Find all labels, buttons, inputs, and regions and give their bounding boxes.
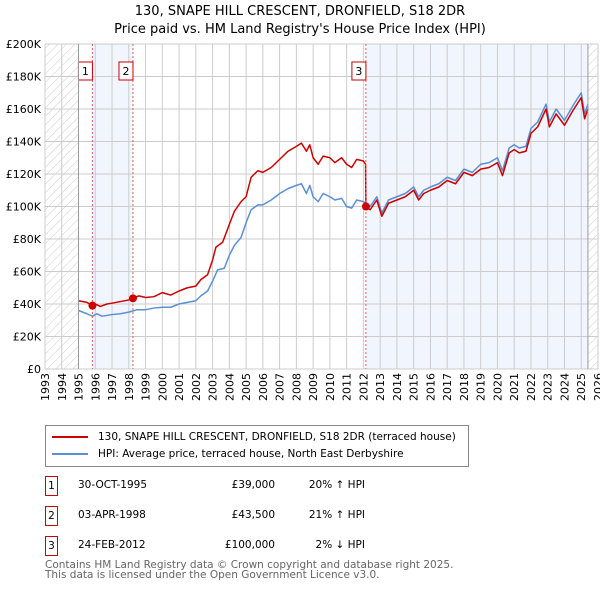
subtitle: Price paid vs. HM Land Registry's House … [114,22,486,37]
x-tick-label: 1995 [73,373,86,401]
y-tick-label: £140K [6,136,42,149]
sale-date: 24-FEB-2012 [78,539,146,551]
y-tick-label: £0 [27,363,41,376]
x-tick-label: 2002 [190,373,203,401]
x-tick-label: 1998 [123,373,136,401]
x-tick-label: 2018 [458,373,471,401]
x-tick-label: 1994 [56,373,69,401]
x-tick-label: 2006 [257,373,270,401]
x-tick-label: 1996 [89,373,102,401]
sale-price: £43,500 [231,509,275,521]
x-tick-label: 2008 [290,373,303,401]
sale-point [128,294,137,303]
x-tick-label: 2023 [542,373,555,401]
y-tick-label: £20K [13,331,42,344]
sale-label: 2 [122,65,129,78]
legend-label: HPI: Average price, terraced house, Nort… [98,448,404,460]
x-tick-label: 2015 [408,373,421,401]
y-tick-label: £160K [6,103,42,116]
x-tick-label: 2013 [374,373,387,401]
sale-date: 30-OCT-1995 [78,479,147,491]
sale-label: 3 [355,65,362,78]
sale-marker: 3 [45,536,58,556]
x-tick-label: 2022 [525,373,538,401]
sale-price: £100,000 [224,539,275,551]
x-tick-label: 2003 [207,373,220,401]
footer-copyright: Contains HM Land Registry data © Crown c… [45,559,454,571]
sale-price: £39,000 [231,479,275,491]
y-tick-label: £40K [13,298,42,311]
x-tick-label: 1999 [140,373,153,401]
x-tick-label: 2000 [156,373,169,401]
legend-swatch-red [52,436,88,438]
y-tick-label: £100K [6,201,42,214]
legend-swatch-blue [52,453,88,455]
x-tick-label: 1997 [106,373,119,401]
x-tick-label: 2007 [274,373,287,401]
x-tick-label: 2009 [307,373,320,401]
x-tick-label: 2020 [491,373,504,401]
chart-title: 130, SNAPE HILL CRESCENT, DRONFIELD, S18… [0,3,600,39]
x-tick-label: 2021 [508,373,521,401]
sale-date: 03-APR-1998 [78,509,146,521]
sale-hpi-diff: 21% ↑ HPI [308,509,365,521]
x-tick-label: 2026 [592,373,600,401]
footer-licence: This data is licensed under the Open Gov… [45,569,380,581]
x-tick-label: 2016 [424,373,437,401]
sale-point [88,301,97,310]
x-tick-label: 2024 [558,373,571,401]
sale-point [361,202,370,211]
hpi-line [78,92,589,317]
x-tick-label: 2025 [575,373,588,401]
property-price-line [78,96,589,308]
x-tick-label: 2004 [223,373,236,401]
sale-marker: 2 [45,506,58,526]
x-tick-label: 2010 [324,373,337,401]
title: 130, SNAPE HILL CRESCENT, DRONFIELD, S18… [134,4,466,19]
footer: Contains HM Land Registry data © Crown c… [45,559,454,581]
sale-marker: 1 [45,476,58,496]
y-tick-label: £180K [6,71,42,84]
sale-hpi-diff: 20% ↑ HPI [308,479,365,491]
y-tick-label: £60K [13,266,42,279]
x-tick-label: 2019 [475,373,488,401]
x-tick-label: 2005 [240,373,253,401]
x-tick-label: 2012 [357,373,370,401]
legend-label: 130, SNAPE HILL CRESCENT, DRONFIELD, S18… [98,431,456,443]
sale-label-box [118,61,134,81]
x-tick-label: 1993 [39,373,52,401]
legend-item-hpi: HPI: Average price, terraced house, Nort… [52,445,404,463]
y-tick-label: £120K [6,168,42,181]
x-tick-label: 2014 [391,373,404,401]
sale-label: 1 [82,65,89,78]
x-tick-label: 2017 [441,373,454,401]
y-tick-label: £200K [6,38,42,51]
sale-hpi-diff: 2% ↓ HPI [315,539,365,551]
x-tick-label: 2011 [341,373,354,401]
x-tick-label: 2001 [173,373,186,401]
sale-label-box [351,61,367,81]
legend: 130, SNAPE HILL CRESCENT, DRONFIELD, S18… [45,425,469,467]
legend-item-property: 130, SNAPE HILL CRESCENT, DRONFIELD, S18… [52,428,456,446]
y-tick-label: £80K [13,233,42,246]
